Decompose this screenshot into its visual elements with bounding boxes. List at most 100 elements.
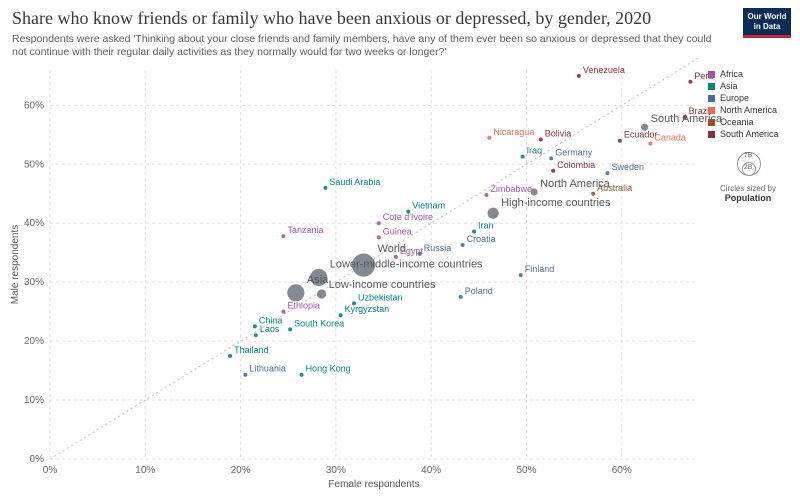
data-point xyxy=(406,209,411,214)
data-point xyxy=(288,327,293,332)
legend-item-north-america[interactable]: North America xyxy=(708,104,779,116)
data-point xyxy=(682,115,687,120)
data-label: South America xyxy=(651,113,723,125)
data-point xyxy=(605,171,610,176)
chart-subtitle: Respondents were asked 'Thinking about y… xyxy=(12,33,712,58)
legend-swatch xyxy=(708,71,715,79)
data-point xyxy=(376,235,381,240)
legend-label: Europe xyxy=(720,93,750,103)
data-point xyxy=(529,187,539,197)
x-axis-title: Female respondents xyxy=(328,479,419,490)
data-point xyxy=(472,229,477,234)
size-key-note: Circles sized by xyxy=(719,184,776,193)
data-label: Lower-middle-income countries xyxy=(330,258,483,270)
legend-label: Asia xyxy=(720,81,738,91)
legend-label: Oceania xyxy=(720,117,754,127)
data-point xyxy=(376,221,381,226)
y-tick-label: 0% xyxy=(30,454,45,465)
data-label: South Korea xyxy=(294,318,344,328)
logo-line-2: in Data xyxy=(753,22,781,31)
y-tick-label: 20% xyxy=(24,336,44,347)
data-label: Cote d'Ivoire xyxy=(383,212,433,222)
x-tick-label: 30% xyxy=(326,465,346,476)
data-label: Brazil xyxy=(689,106,712,116)
data-label: China xyxy=(259,315,283,325)
legend-item-oceania[interactable]: Oceania xyxy=(708,116,779,128)
y-tick-label: 60% xyxy=(24,100,44,111)
data-point xyxy=(538,137,543,142)
data-label: Sweden xyxy=(611,162,644,172)
legend-label: South America xyxy=(720,129,779,139)
legend-item-south-america[interactable]: South America xyxy=(708,128,779,140)
owid-logo[interactable]: Our World in Data xyxy=(743,8,791,38)
data-point xyxy=(520,154,525,159)
data-label: Vietnam xyxy=(412,200,445,210)
data-point xyxy=(484,192,489,197)
data-label: Thailand xyxy=(234,345,269,355)
size-key: 7B 2B Circles sized by Population xyxy=(716,150,780,203)
legend-swatch xyxy=(708,119,715,127)
data-label: Lithuania xyxy=(249,364,286,374)
data-point xyxy=(253,333,258,338)
legend-item-africa[interactable]: Africa xyxy=(708,68,779,80)
data-point xyxy=(458,294,463,299)
legend-item-asia[interactable]: Asia xyxy=(708,80,779,92)
data-label: Zimbabwe xyxy=(490,184,532,194)
data-point xyxy=(393,254,398,259)
data-label: Saudi Arabia xyxy=(329,177,380,187)
data-label: Ethiopia xyxy=(287,301,320,311)
x-tick-label: 10% xyxy=(135,465,155,476)
data-point xyxy=(518,273,523,278)
data-label: Tanzania xyxy=(287,225,323,235)
y-tick-label: 30% xyxy=(24,277,44,288)
x-tick-label: 50% xyxy=(516,465,536,476)
data-point xyxy=(640,122,650,132)
y-tick-label: 10% xyxy=(24,395,44,406)
data-point xyxy=(460,243,465,248)
chart-title: Share who know friends or family who hav… xyxy=(12,8,652,28)
data-label: Canada xyxy=(654,133,686,143)
data-label: Finland xyxy=(525,264,555,274)
data-point xyxy=(487,135,492,140)
data-label: Peru xyxy=(694,71,713,81)
data-label: Colombia xyxy=(557,160,595,170)
data-label: Hong Kong xyxy=(306,364,351,374)
size-key-big-label: 7B xyxy=(743,152,753,159)
size-key-small-label: 2B xyxy=(743,164,753,171)
data-label: Russia xyxy=(424,243,452,253)
data-point xyxy=(286,283,306,303)
data-point xyxy=(486,206,500,220)
data-label: Guinea xyxy=(383,226,412,236)
data-label: Nicaragua xyxy=(493,127,534,137)
data-label: Low-income countries xyxy=(329,279,436,291)
data-point xyxy=(648,141,653,146)
data-point xyxy=(688,79,693,84)
x-tick-label: 40% xyxy=(421,465,441,476)
data-label: Iraq xyxy=(527,146,543,156)
legend-item-europe[interactable]: Europe xyxy=(708,92,779,104)
data-label: Egypt xyxy=(400,246,424,256)
data-point xyxy=(243,372,248,377)
data-label: Kyrgyzstan xyxy=(345,304,390,314)
y-tick-label: 40% xyxy=(24,218,44,229)
data-point xyxy=(549,156,554,161)
legend: Africa Asia Europe North America Oceania… xyxy=(708,68,779,140)
data-point xyxy=(252,324,257,329)
data-label: High-income countries xyxy=(501,197,611,209)
data-point xyxy=(281,309,286,314)
data-label: Laos xyxy=(260,324,280,334)
data-label: Poland xyxy=(465,286,493,296)
x-tick-label: 0% xyxy=(43,465,58,476)
data-label: Bolivia xyxy=(545,129,572,139)
data-point xyxy=(299,372,304,377)
data-point xyxy=(551,168,556,173)
data-label: Asia xyxy=(307,274,329,286)
data-label: Uzbekistan xyxy=(358,292,403,302)
data-label: Iran xyxy=(478,220,494,230)
data-point xyxy=(417,251,422,256)
legend-swatch xyxy=(708,131,715,139)
size-key-variable: Population xyxy=(724,193,772,203)
legend-swatch xyxy=(708,83,715,91)
data-point xyxy=(576,73,581,78)
